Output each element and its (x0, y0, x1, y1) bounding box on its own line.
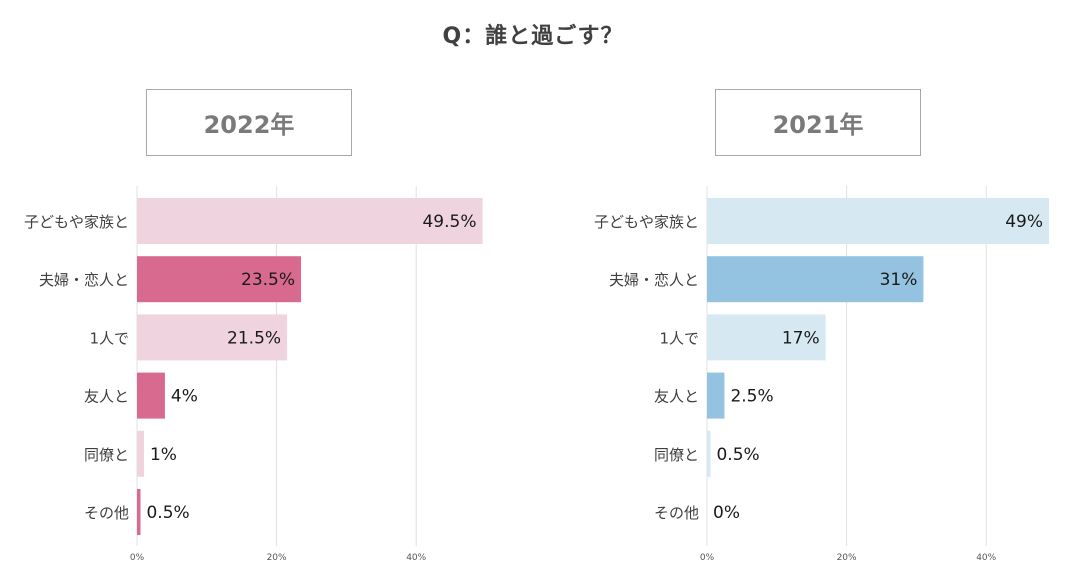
bar-2022-3 (137, 372, 165, 419)
bar-2021-0 (707, 198, 1050, 244)
value-label-2021-5: 0% (713, 503, 740, 523)
bar-2021-4 (707, 430, 711, 477)
value-label-2021-0: 49% (1005, 212, 1043, 232)
category-label-2021-4: 同僚と (654, 446, 699, 464)
category-label-2021-3: 友人と (654, 388, 699, 406)
tick-label-2022-2: 40% (406, 553, 426, 563)
chart-title-2022: 2022年 (203, 111, 295, 139)
value-label-2021-2: 17% (782, 328, 820, 348)
value-label-2022-2: 21.5% (227, 328, 281, 348)
value-label-2021-4: 0.5% (716, 445, 759, 465)
category-label-2021-5: その他 (654, 504, 699, 522)
category-label-2021-2: 1人で (659, 329, 699, 347)
value-label-2022-1: 23.5% (241, 270, 295, 290)
tick-label-2021-2: 40% (976, 553, 996, 563)
year-box-2022: 2022年 (146, 89, 352, 156)
value-label-2022-3: 4% (171, 387, 198, 407)
category-label-2021-0: 子どもや家族と (594, 213, 699, 231)
year-box-2021: 2021年 (715, 89, 921, 156)
tick-label-2021-1: 20% (837, 553, 857, 563)
bar-2021-3 (707, 372, 725, 419)
bar-2022-4 (137, 430, 144, 477)
tick-label-2022-1: 20% (267, 553, 287, 563)
category-label-2022-1: 夫婦・恋人と (39, 271, 129, 289)
bar-2022-1 (137, 256, 302, 303)
category-label-2022-5: その他 (84, 504, 129, 522)
value-label-2022-5: 0.5% (146, 503, 189, 523)
bar-2021-2 (707, 314, 826, 361)
category-label-2021-1: 夫婦・恋人と (609, 271, 699, 289)
category-label-2022-3: 友人と (84, 388, 129, 406)
value-label-2022-4: 1% (150, 445, 177, 465)
bar-2022-2 (137, 314, 288, 361)
tick-label-2022-0: 0% (130, 553, 145, 563)
category-label-2022-0: 子どもや家族と (24, 213, 129, 231)
category-label-2022-2: 1人で (89, 329, 129, 347)
value-label-2021-3: 2.5% (730, 387, 773, 407)
value-label-2021-1: 31% (880, 270, 918, 290)
chart-title-2021: 2021年 (772, 111, 864, 139)
bar-2022-0 (137, 198, 483, 244)
bar-2021-1 (707, 256, 924, 303)
value-label-2022-0: 49.5% (422, 212, 476, 232)
tick-label-2021-0: 0% (700, 553, 715, 563)
bar-2022-5 (137, 489, 141, 535)
page-title: Q：誰と過ごす？ (442, 24, 624, 49)
category-label-2022-4: 同僚と (84, 446, 129, 464)
